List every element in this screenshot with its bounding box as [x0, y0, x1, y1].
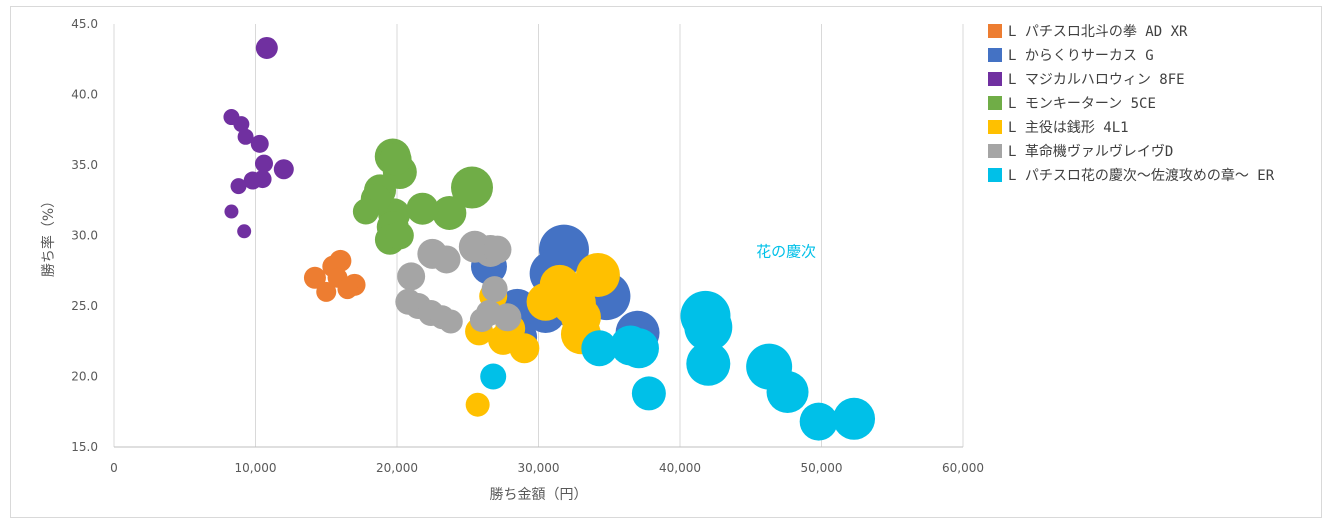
annotation-label: 花の慶次	[756, 243, 816, 261]
data-point	[432, 245, 461, 274]
x-tick-label: 40,000	[659, 461, 701, 475]
x-tick-label: 60,000	[942, 461, 984, 475]
legend-swatch	[988, 144, 1002, 158]
data-point	[237, 224, 252, 239]
legend: L パチスロ北斗の拳 AD XR L からくりサーカス G L マジカルハロウィン …	[988, 24, 1275, 184]
legend-swatch	[988, 96, 1002, 110]
legend-swatch	[988, 72, 1002, 86]
y-tick-label: 30.0	[71, 229, 98, 243]
data-point	[465, 392, 490, 417]
x-axis: 0 10,000 20,000 30,000 40,000 50,000 60,000	[110, 446, 984, 475]
legend-label: L からくりサーカス G	[1008, 48, 1154, 64]
data-point	[618, 328, 659, 369]
data-point	[329, 249, 352, 272]
data-point	[233, 116, 250, 133]
data-point	[230, 178, 247, 195]
x-tick-label: 10,000	[235, 461, 277, 475]
x-tick-label: 0	[110, 461, 118, 475]
y-axis-title: 勝ち率（%）	[40, 194, 57, 277]
y-axis: 15.0 20.0 25.0 30.0 35.0 40.0 45.0	[71, 17, 98, 454]
data-point	[469, 308, 494, 333]
gridlines	[113, 24, 964, 447]
y-tick-label: 40.0	[71, 88, 98, 102]
legend-label: L モンキーターン 5CE	[1008, 96, 1156, 112]
x-tick-label: 20,000	[376, 461, 418, 475]
y-tick-label: 15.0	[71, 440, 98, 454]
data-point	[450, 166, 493, 209]
legend-label: L パチスロ北斗の拳 AD XR	[1008, 24, 1188, 40]
data-point	[575, 252, 620, 297]
data-point	[438, 309, 463, 334]
legend-swatch	[988, 48, 1002, 62]
y-tick-label: 35.0	[71, 158, 98, 172]
data-point	[303, 266, 326, 289]
data-point	[254, 154, 273, 173]
x-tick-label: 30,000	[518, 461, 560, 475]
data-point	[480, 363, 507, 390]
data-point	[255, 36, 278, 59]
data-point	[526, 282, 565, 321]
data-point	[243, 171, 262, 190]
data-point	[379, 143, 412, 176]
y-tick-label: 45.0	[71, 17, 98, 31]
chart-frame	[10, 6, 1322, 518]
x-axis-title: 勝ち金額（円）	[490, 487, 588, 503]
y-tick-label: 25.0	[71, 299, 98, 313]
data-point	[337, 279, 358, 300]
data-point	[509, 333, 540, 364]
plot-points	[223, 36, 876, 441]
data-point	[250, 134, 269, 153]
data-point	[631, 376, 666, 411]
data-point	[686, 341, 731, 386]
data-point	[385, 221, 414, 250]
data-point	[799, 402, 838, 441]
data-point	[316, 281, 337, 302]
legend-label: L 主役は銭形 4L1	[1008, 120, 1129, 136]
data-point	[406, 192, 439, 225]
data-point	[833, 397, 876, 440]
y-tick-label: 20.0	[71, 370, 98, 384]
x-tick-label: 50,000	[801, 461, 843, 475]
legend-swatch	[988, 24, 1002, 38]
data-point	[224, 204, 239, 219]
data-point	[483, 235, 512, 264]
data-point	[397, 262, 426, 291]
data-point	[683, 294, 730, 341]
legend-swatch	[988, 168, 1002, 182]
data-point	[766, 371, 809, 414]
legend-label: L 革命機ヴァルヴレイヴD	[1008, 143, 1173, 160]
data-point	[432, 195, 467, 230]
data-point	[481, 276, 508, 303]
legend-label: L マジカルハロウィン 8FE	[1008, 72, 1185, 88]
data-point	[581, 330, 618, 367]
data-point	[237, 128, 254, 145]
data-point	[273, 159, 294, 180]
legend-swatch	[988, 120, 1002, 134]
legend-label: L パチスロ花の慶次〜佐渡攻めの章〜 ER	[1008, 167, 1275, 184]
data-point	[352, 198, 379, 225]
